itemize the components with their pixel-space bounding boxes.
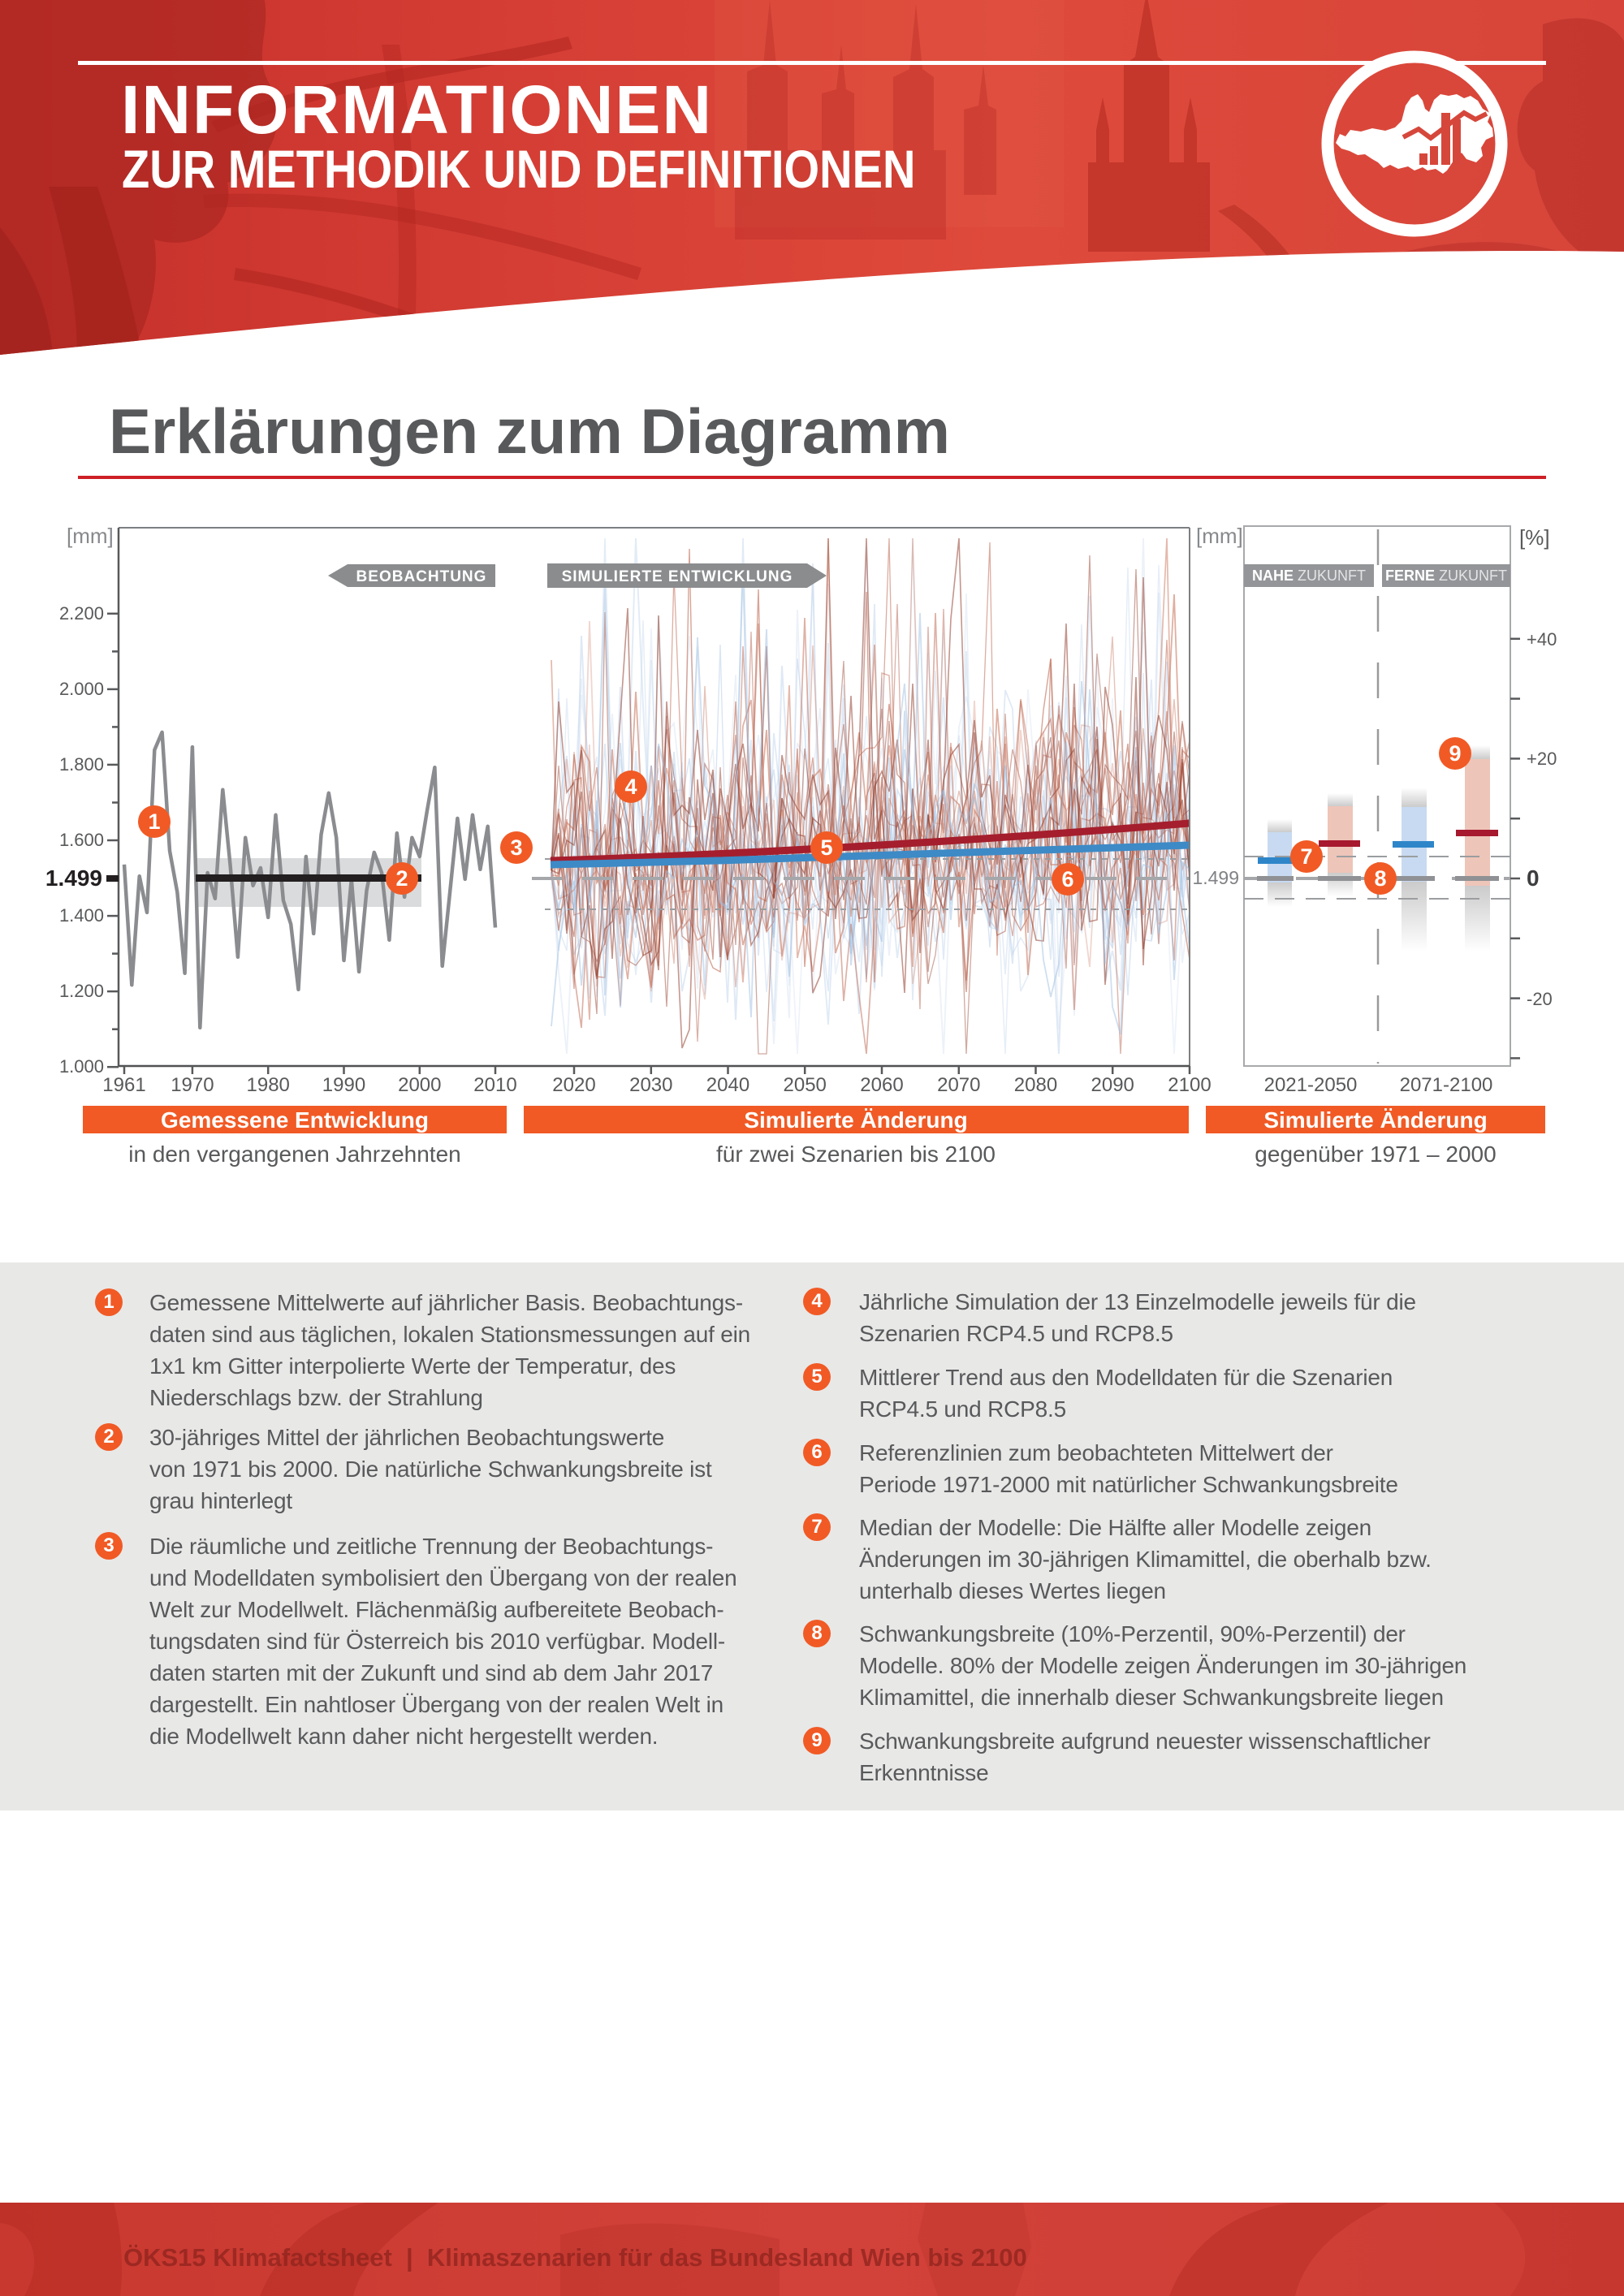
- svg-text:2000: 2000: [398, 1074, 441, 1096]
- svg-text:1.400: 1.400: [59, 905, 104, 926]
- svg-text:5: 5: [820, 835, 832, 860]
- svg-text:1.000: 1.000: [59, 1056, 104, 1077]
- svg-text:2030: 2030: [629, 1074, 672, 1096]
- svg-text:4: 4: [624, 775, 637, 799]
- svg-text:2021-2050: 2021-2050: [1264, 1074, 1358, 1096]
- svg-text:2060: 2060: [860, 1074, 903, 1096]
- svg-text:NAHE ZUKUNFT: NAHE ZUKUNFT: [1252, 568, 1366, 584]
- svg-text:2100: 2100: [1168, 1074, 1211, 1096]
- svg-text:1990: 1990: [322, 1074, 365, 1096]
- svg-text:0: 0: [1527, 865, 1540, 891]
- svg-text:BEOBACHTUNG: BEOBACHTUNG: [356, 568, 487, 585]
- svg-text:in den vergangenen Jahrzehnten: in den vergangenen Jahrzehnten: [128, 1142, 460, 1167]
- svg-text:FERNE ZUKUNFT: FERNE ZUKUNFT: [1385, 568, 1507, 584]
- svg-text:2010: 2010: [473, 1074, 516, 1096]
- svg-text:Simulierte Änderung: Simulierte Änderung: [744, 1107, 967, 1133]
- svg-text:1961: 1961: [102, 1074, 145, 1096]
- svg-text:[mm]: [mm]: [67, 524, 114, 548]
- svg-text:Simulierte Änderung: Simulierte Änderung: [1263, 1107, 1487, 1133]
- svg-text:1.499: 1.499: [1192, 867, 1239, 888]
- svg-text:Gemessene Entwicklung: Gemessene Entwicklung: [161, 1107, 429, 1133]
- svg-text:9: 9: [1449, 741, 1461, 766]
- svg-text:2.200: 2.200: [59, 603, 104, 624]
- svg-text:2050: 2050: [784, 1074, 827, 1096]
- svg-text:7: 7: [1300, 844, 1312, 869]
- svg-text:1.499: 1.499: [45, 865, 102, 891]
- svg-text:1.800: 1.800: [59, 754, 104, 775]
- svg-text:1980: 1980: [247, 1074, 290, 1096]
- svg-text:2040: 2040: [706, 1074, 749, 1096]
- svg-text:1: 1: [148, 809, 160, 834]
- svg-text:ÖKS15 Klimafactsheet | Klima: ÖKS15 Klimafactsheet | Klimaszenarien fü…: [123, 2243, 1027, 2272]
- svg-text:1.600: 1.600: [59, 830, 104, 850]
- svg-text:2.000: 2.000: [59, 679, 104, 699]
- svg-text:2071-2100: 2071-2100: [1400, 1074, 1493, 1096]
- svg-text:-20: -20: [1527, 989, 1553, 1009]
- svg-text:[%]: [%]: [1519, 525, 1550, 550]
- svg-text:3: 3: [510, 835, 522, 860]
- svg-text:2: 2: [395, 866, 408, 891]
- svg-text:+40: +40: [1527, 629, 1557, 650]
- svg-text:8: 8: [1374, 866, 1386, 891]
- svg-text:gegenüber 1971 – 2000: gegenüber 1971 – 2000: [1255, 1142, 1496, 1167]
- svg-text:2090: 2090: [1091, 1074, 1134, 1096]
- svg-text:[mm]: [mm]: [1196, 524, 1243, 548]
- svg-text:für zwei Szenarien bis 2100: für zwei Szenarien bis 2100: [716, 1142, 996, 1167]
- svg-text:2070: 2070: [937, 1074, 980, 1096]
- svg-text:1970: 1970: [171, 1074, 214, 1096]
- svg-text:2020: 2020: [552, 1074, 595, 1096]
- svg-text:1.200: 1.200: [59, 981, 104, 1001]
- svg-text:2080: 2080: [1014, 1074, 1057, 1096]
- svg-text:6: 6: [1061, 867, 1073, 891]
- svg-text:SIMULIERTE ENTWICKLUNG: SIMULIERTE ENTWICKLUNG: [562, 568, 793, 585]
- svg-text:+20: +20: [1527, 749, 1557, 769]
